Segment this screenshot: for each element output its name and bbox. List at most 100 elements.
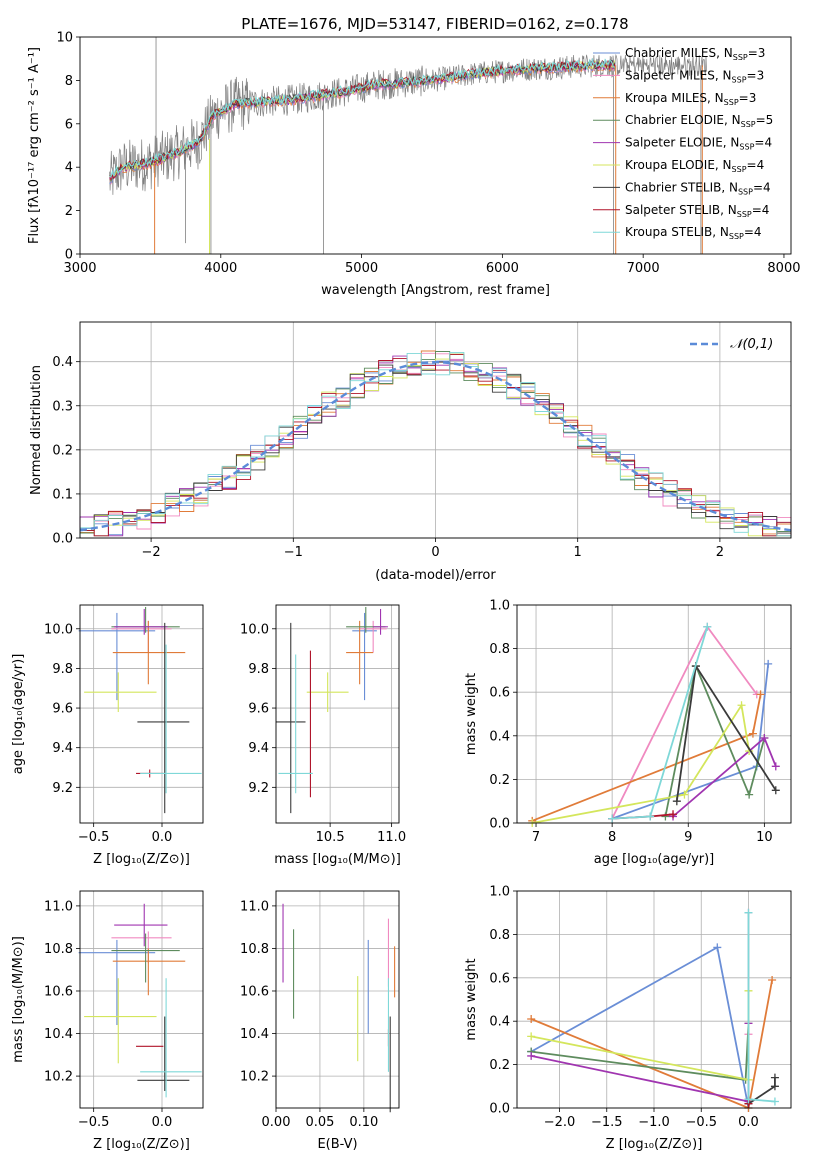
- model-spectrum-line: [109, 57, 616, 178]
- weight-marker: [672, 797, 681, 806]
- x-tick-label: 5000: [345, 261, 378, 276]
- x-tick-label: 0.00: [262, 1115, 291, 1130]
- panel-age_vs_Z: −0.5 0.0 9.2 9.4 9.6 9.8 10.0 Z [log₁₀(Z/Z⊙)] ag…: [11, 604, 204, 867]
- y-tick-label: 0.8: [489, 642, 510, 657]
- x-tick-label: 6000: [486, 261, 519, 276]
- x-tick-label: 8: [608, 830, 616, 845]
- x-tick-label: −2.0: [544, 1115, 576, 1130]
- weight-marker: [756, 690, 765, 699]
- weight-marker: [527, 1032, 536, 1041]
- y-tick-label: 0.0: [52, 532, 73, 547]
- x-tick-label: −0.5: [685, 1115, 717, 1130]
- x-axis-label: mass [log₁₀(M/M⊙)]: [274, 852, 401, 867]
- axes-frame: [79, 604, 204, 824]
- y-tick-label: 0.3: [52, 399, 73, 414]
- panel-mass_vs_ebv: 0.00 0.05 0.10 10.2 10.4 10.6 10.8 11.0 E(B-V): [240, 890, 400, 1152]
- y-tick-label: 6: [65, 117, 73, 132]
- x-tick-label: 2: [716, 545, 724, 560]
- y-tick-label: 0: [65, 248, 73, 263]
- y-tick-label: 0.0: [489, 817, 510, 832]
- x-axis-label: Z [log₁₀(Z/Z⊙)]: [93, 1137, 190, 1152]
- y-tick-label: 10.6: [240, 984, 269, 999]
- panel-mass_vs_Z: −0.5 0.0 10.2 10.4 10.6 10.8 11.0 Z [log₁₀(Z/Z⊙…: [11, 890, 204, 1152]
- y-axis-label: Normed distribution: [29, 365, 44, 495]
- x-tick-label: −0.5: [78, 1115, 110, 1130]
- y-tick-label: 9.6: [248, 702, 269, 717]
- y-axis-label: mass [log₁₀(M/M⊙)]: [11, 936, 26, 1063]
- normal-curve: [79, 360, 792, 532]
- x-tick-label: −1.0: [638, 1115, 670, 1130]
- legend-entry: 𝒩(0,1): [730, 337, 773, 352]
- x-tick-label: 11.0: [377, 830, 406, 845]
- y-tick-label: 0.6: [489, 971, 510, 986]
- x-tick-label: −0.5: [78, 830, 110, 845]
- y-tick-label: 2: [65, 204, 73, 219]
- axes-frame: [275, 890, 400, 1109]
- x-tick-label: 0.0: [152, 1115, 173, 1130]
- y-tick-label: 9.8: [52, 662, 73, 677]
- x-tick-label: 0.0: [152, 830, 173, 845]
- weight-marker: [768, 975, 777, 984]
- axes-frame: [516, 604, 792, 824]
- y-tick-label: 1.0: [489, 599, 510, 614]
- y-axis-label: mass weight: [464, 673, 479, 755]
- x-tick-label: 7000: [627, 261, 660, 276]
- panel-spectrum: 3000 4000 5000 6000 7000 8000 0 2 4 6 8 10 Chabrier …: [27, 31, 801, 299]
- y-tick-label: 0.1: [52, 487, 73, 502]
- y-tick-label: 10.6: [44, 984, 73, 999]
- y-axis-label: mass weight: [464, 958, 479, 1040]
- weight-marker: [748, 729, 757, 738]
- weight-line: [532, 702, 750, 824]
- panel-weight_vs_age: 7 8 9 10 0.0 0.2 0.4 0.6 0.8 1.0 age [log₁₀(age/yr…: [464, 599, 792, 867]
- x-tick-label: 0.10: [349, 1115, 378, 1130]
- legend-entry: Chabrier MILES, NSSP=3: [625, 46, 765, 62]
- y-tick-label: 10.4: [240, 1027, 269, 1042]
- residual-histogram: [79, 351, 792, 538]
- panel-residuals: −2 −1 0 1 2 0.0 0.1 0.2 0.3 0.4 𝒩(0,1) (data-model)…: [29, 321, 792, 583]
- y-tick-label: 9.8: [248, 662, 269, 677]
- y-tick-label: 8: [65, 74, 73, 89]
- x-tick-label: 7: [532, 830, 540, 845]
- x-axis-label: age [log₁₀(age/yr)]: [594, 852, 715, 867]
- panel-age_vs_mass: 10.5 11.0 9.2 9.4 9.6 9.8 10.0 mass [log₁₀(M/M⊙…: [240, 604, 406, 867]
- y-tick-label: 0.0: [489, 1102, 510, 1117]
- y-tick-label: 0.2: [489, 773, 510, 788]
- weight-marker: [771, 762, 780, 771]
- x-tick-label: −1.5: [591, 1115, 623, 1130]
- y-tick-label: 0.2: [52, 443, 73, 458]
- y-tick-label: 4: [65, 161, 73, 176]
- weight-marker: [760, 733, 769, 742]
- weight-marker: [527, 1051, 536, 1060]
- weight-marker: [669, 810, 678, 819]
- weight-marker: [770, 1073, 779, 1082]
- y-tick-label: 9.2: [52, 781, 73, 796]
- x-tick-label: 10.5: [316, 830, 345, 845]
- legend-entry: Kroupa ELODIE, NSSP=4: [625, 158, 764, 174]
- y-tick-label: 0.6: [489, 686, 510, 701]
- weight-marker: [744, 908, 753, 917]
- x-axis-label: Z [log₁₀(Z/Z⊙)]: [93, 852, 190, 867]
- y-tick-label: 10.4: [44, 1027, 73, 1042]
- panel-weight_vs_Z: −2.0 −1.5 −1.0 −0.5 0.0 0.0 0.2 0.4 0.6 0.8 1.0 Z […: [464, 885, 792, 1152]
- weight-marker: [608, 814, 617, 823]
- y-tick-label: 10.8: [44, 942, 73, 957]
- y-tick-label: 10.8: [240, 942, 269, 957]
- y-tick-label: 11.0: [44, 899, 73, 914]
- y-tick-label: 0.8: [489, 928, 510, 943]
- x-tick-label: 4000: [204, 261, 237, 276]
- residual-histogram: [79, 354, 792, 538]
- x-axis-label: wavelength [Angstrom, rest frame]: [321, 283, 550, 298]
- x-tick-label: −1: [284, 545, 303, 560]
- x-tick-label: 1: [574, 545, 582, 560]
- weight-marker: [703, 622, 712, 631]
- legend-entry: Kroupa MILES, NSSP=3: [625, 91, 756, 107]
- weight-marker: [713, 943, 722, 952]
- weight-marker: [770, 1097, 779, 1106]
- x-tick-label: 8000: [767, 261, 800, 276]
- weight-line: [664, 662, 766, 817]
- y-tick-label: 0.2: [489, 1058, 510, 1073]
- weight-marker: [745, 790, 754, 799]
- weight-marker: [771, 786, 780, 795]
- y-tick-label: 11.0: [240, 899, 269, 914]
